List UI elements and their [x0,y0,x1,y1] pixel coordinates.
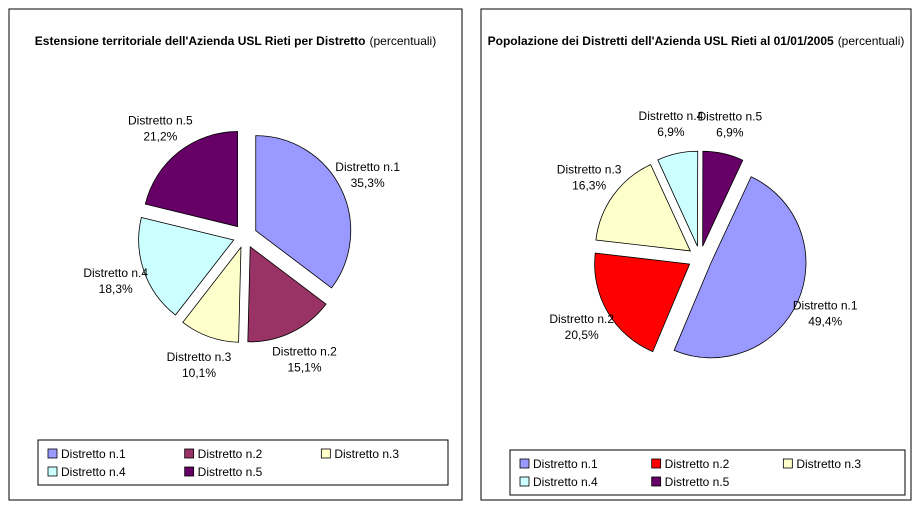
chart: Estensione territoriale dell'Azienda USL… [8,8,463,501]
slice-label-name: Distretto n.5 [697,109,762,123]
slice-label-value: 20,5% [565,328,599,342]
legend-swatch [47,466,58,477]
chart-title: Estensione territoriale dell'Azienda USL… [35,34,366,48]
pie-slice [702,150,744,247]
slice-label: Distretto n.5 21,2% [128,113,193,143]
slice-label-value: 18,3% [99,282,133,296]
slice-label-name: Distretto n.5 [128,113,193,127]
chart-title: Estensione territoriale dell'Azienda USL… [35,34,436,48]
slice-label-name: Distretto n.1 [335,160,400,174]
pie-slice [657,150,699,247]
chart-title: Popolazione dei Distretti dell'Azienda U… [488,34,905,48]
slice-label-value: 16,3% [572,179,606,193]
legend-frame [37,439,449,486]
pie-slice [594,252,691,353]
legend-label: Distretto n.4 [61,465,126,479]
legend-label: Distretto n.3 [334,447,399,461]
slice-label: Distretto n.1 49,4% [793,299,858,329]
slice-label-value: 35,3% [351,176,385,190]
slice-label-value: 21,2% [143,129,177,143]
pie-slice [595,164,691,252]
legend-label: Distretto n.5 [198,465,263,479]
pie-slice [138,217,235,316]
legend-label: Distretto n.5 [665,475,730,489]
chart-subtitle: (percentuali) [370,34,437,48]
slice-label: Distretto n.5 6,9% [697,109,762,139]
chart-frame [480,8,912,501]
slice-label: Distretto n.2 20,5% [549,312,614,342]
slice-label-name: Distretto n.3 [557,163,622,177]
slice-label: Distretto n.1 35,3% [335,160,400,190]
slice-label-value: 6,9% [716,125,744,139]
legend-swatch [519,476,530,487]
legend-swatch [184,448,195,459]
slice-label: Distretto n.3 16,3% [557,163,622,193]
slice-label-value: 10,1% [182,366,216,380]
slice-label-value: 15,1% [287,360,321,374]
legend-label: Distretto n.2 [665,457,730,471]
slice-label-value: 49,4% [808,315,842,329]
slice-label: Distretto n.4 18,3% [83,266,148,296]
legend-swatch [651,458,662,469]
chart: Popolazione dei Distretti dell'Azienda U… [480,8,912,501]
slice-label-name: Distretto n.2 [549,312,614,326]
legend-frame [509,449,906,496]
pie-slice [144,131,238,228]
pie-slice [182,246,242,343]
slice-label-name: Distretto n.2 [272,344,337,358]
slice-label: Distretto n.3 10,1% [167,350,232,380]
chart-subtitle: (percentuali) [838,34,905,48]
slice-label: Distretto n.2 15,1% [272,344,337,374]
pie-slice [247,246,327,343]
slice-label-name: Distretto n.4 [83,266,148,280]
legend-swatch [782,458,793,469]
legend-label: Distretto n.1 [533,457,598,471]
legend-label: Distretto n.3 [796,457,861,471]
chart-title: Popolazione dei Distretti dell'Azienda U… [488,34,834,48]
pie-slice [255,135,352,289]
legend-swatch [651,476,662,487]
legend-swatch [47,448,58,459]
legend-swatch [519,458,530,469]
slice-label-name: Distretto n.3 [167,350,232,364]
legend-label: Distretto n.2 [198,447,263,461]
legend-label: Distretto n.1 [61,447,126,461]
legend-label: Distretto n.4 [533,475,598,489]
slice-label-name: Distretto n.1 [793,299,858,313]
legend-swatch [320,448,331,459]
slice-label-name: Distretto n.4 [639,109,704,123]
slice-label-value: 6,9% [657,125,685,139]
pie-slice [673,176,807,359]
legend-swatch [184,466,195,477]
slice-label: Distretto n.4 6,9% [639,109,704,139]
